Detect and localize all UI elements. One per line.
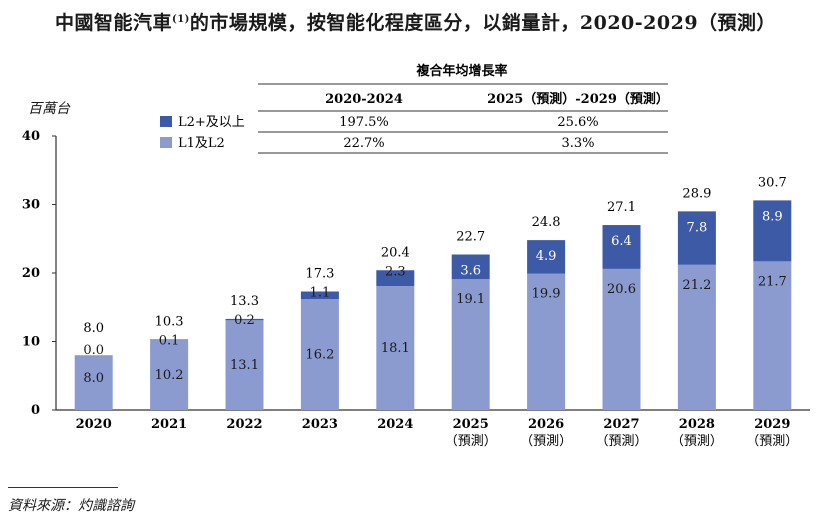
value-label-l2plus-2026: 4.9	[536, 249, 557, 264]
x-tick-label-2022: 2022	[226, 417, 262, 432]
y-tick-label-40: 40	[22, 129, 40, 144]
cagr-table-header: 複合年均增長率	[415, 63, 507, 79]
y-tick-label-20: 20	[22, 266, 40, 281]
value-label-l1l2-2024: 18.1	[381, 341, 410, 356]
bar-l2plus-2026	[527, 240, 566, 274]
value-label-l2plus-2024: 2.3	[385, 264, 406, 279]
bar-l2plus-2022	[225, 318, 264, 321]
bar-l2plus-2027	[602, 225, 641, 269]
bar-l1l2-2025	[451, 279, 490, 410]
value-label-l2plus-2027: 6.4	[611, 234, 632, 249]
bar-l1l2-2023	[300, 299, 339, 410]
chart-bars: 8.0 0.0 8.0 2020 10.2 0.1 10.3 2021 13.1 0.2 13.3 2…	[74, 175, 798, 449]
bar-l1l2-2021	[150, 340, 189, 410]
value-label-l1l2-2022: 13.1	[230, 358, 259, 373]
bar-l2plus-2024	[376, 270, 415, 287]
value-label-l2plus-2023: 1.1	[310, 285, 331, 300]
x-tick-sublabel-2029: （預測）	[746, 434, 798, 449]
x-tick-sublabel-2025: （預測）	[445, 434, 497, 449]
bar-l2plus-2028	[677, 211, 716, 265]
value-label-l1l2-2027: 20.6	[607, 282, 636, 297]
x-tick-label-2023: 2023	[302, 417, 338, 432]
value-label-total-2024: 20.4	[381, 245, 410, 260]
legend-swatch-l1l2	[160, 137, 172, 148]
chart-title: 中國智能汽車(1)的市場規模，按智能化程度區分，以銷量計，2020-2029（預…	[0, 8, 831, 35]
x-tick-label-2027: 2027	[603, 417, 639, 432]
cagr-table: 複合年均增長率 2020-2024 2025（預測）-2029（預測） L2+及…	[160, 63, 669, 154]
chart-title-rest: 的市場規模，按智能化程度區分，以銷量計，2020-2029（預測）	[189, 12, 777, 34]
value-label-l1l2-2023: 16.2	[305, 348, 334, 363]
bar-l1l2-2028	[677, 264, 716, 410]
x-tick-label-2028: 2028	[679, 417, 715, 432]
legend-label-l2plus: L2+及以上	[178, 115, 245, 130]
x-tick-sublabel-2027: （預測）	[595, 434, 647, 449]
x-tick-label-2029: 2029	[754, 417, 790, 432]
bar-l1l2-2029	[753, 261, 792, 410]
cagr-value-l1l2-2: 3.3%	[561, 136, 594, 151]
y-tick-label-0: 0	[31, 403, 40, 418]
bar-l1l2-2024	[376, 286, 415, 410]
value-label-l1l2-2021: 10.2	[155, 368, 184, 383]
value-label-total-2028: 28.9	[682, 186, 711, 201]
source-rule	[8, 487, 118, 488]
x-tick-sublabel-2026: （預測）	[520, 434, 572, 449]
value-label-total-2027: 27.1	[607, 200, 636, 215]
value-label-l2plus-2025: 3.6	[460, 264, 481, 279]
value-label-l1l2-2025: 19.1	[456, 292, 485, 307]
y-tick-label-10: 10	[22, 335, 40, 350]
value-label-l1l2-2020: 8.0	[83, 371, 104, 386]
x-tick-label-2020: 2020	[76, 417, 112, 432]
value-label-l2plus-2022: 0.2	[234, 313, 255, 328]
value-label-total-2023: 17.3	[305, 266, 334, 281]
y-axis-unit-label: 百萬台	[28, 101, 70, 117]
value-label-total-2021: 10.3	[155, 314, 184, 329]
x-tick-label-2021: 2021	[151, 417, 187, 432]
cagr-value-l2plus-1: 197.5%	[339, 115, 389, 130]
y-tick-label-30: 30	[22, 198, 40, 213]
bar-l2plus-2023	[300, 291, 339, 300]
chart-title-footnote-marker: (1)	[171, 14, 190, 25]
legend-swatch-l2plus	[160, 116, 172, 127]
bar-l1l2-2027	[602, 268, 641, 410]
value-label-total-2020: 8.0	[83, 321, 104, 336]
bar-l1l2-2026	[527, 273, 566, 410]
chart-title-main: 中國智能汽車	[54, 12, 172, 34]
bar-l1l2-2020	[74, 355, 113, 410]
cagr-col-header-1: 2020-2024	[325, 92, 403, 107]
value-label-total-2022: 13.3	[230, 294, 259, 309]
value-label-l2plus-2020: 0.0	[83, 343, 104, 358]
value-label-l1l2-2028: 21.2	[682, 278, 711, 293]
value-label-total-2026: 24.8	[532, 215, 561, 230]
bar-l2plus-2025	[451, 254, 490, 280]
x-tick-label-2025: 2025	[453, 417, 489, 432]
bar-l2plus-2021	[150, 339, 189, 341]
source-note: 資料來源：灼識諮詢	[8, 498, 134, 514]
value-label-l2plus-2029: 8.9	[762, 209, 783, 224]
value-label-l2plus-2021: 0.1	[159, 333, 180, 348]
x-tick-label-2026: 2026	[528, 417, 564, 432]
value-label-l1l2-2029: 21.7	[758, 274, 787, 289]
x-tick-label-2024: 2024	[377, 417, 413, 432]
value-label-total-2029: 30.7	[758, 175, 787, 190]
bar-l1l2-2022	[225, 320, 264, 410]
cagr-value-l2plus-2: 25.6%	[557, 115, 598, 130]
value-label-l1l2-2026: 19.9	[532, 287, 561, 302]
value-label-total-2025: 22.7	[456, 230, 485, 245]
x-tick-sublabel-2028: （預測）	[671, 434, 723, 449]
legend-label-l1l2: L1及L2	[178, 136, 225, 151]
cagr-col-header-2: 2025（預測）-2029（預測）	[487, 91, 669, 107]
bar-l2plus-2029	[753, 200, 792, 262]
value-label-l2plus-2028: 7.8	[687, 220, 708, 235]
cagr-value-l1l2-1: 22.7%	[343, 136, 384, 151]
